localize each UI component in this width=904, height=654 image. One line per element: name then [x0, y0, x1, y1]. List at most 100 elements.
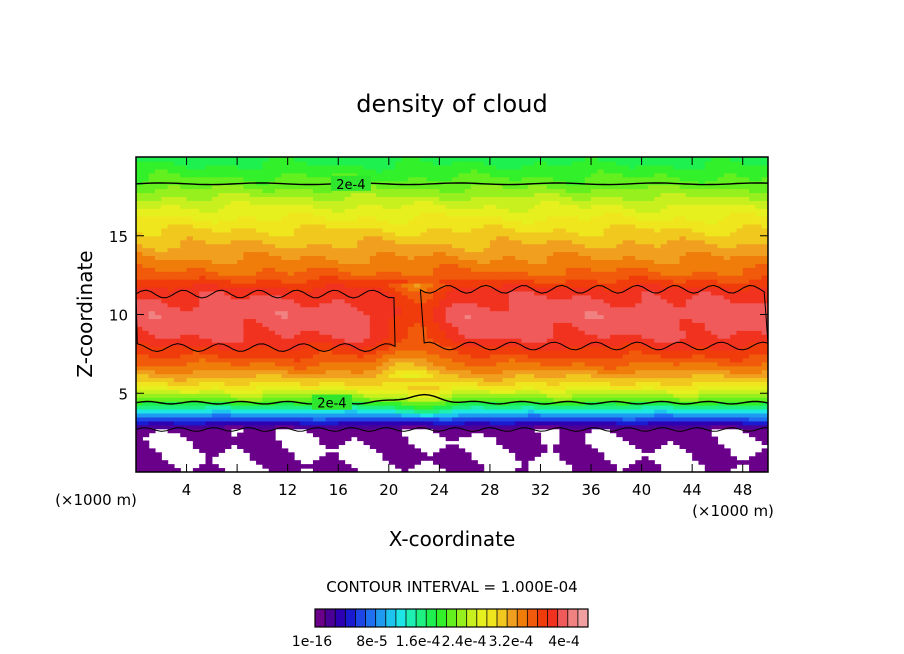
heatmap-cell [243, 448, 251, 453]
heatmap-cell [319, 338, 327, 343]
heatmap-cell [521, 349, 529, 355]
heatmap-cell [205, 330, 213, 335]
heatmap-cell [154, 314, 162, 320]
heatmap-cell [616, 255, 624, 260]
heatmap-cell [331, 263, 339, 268]
heatmap-cell [534, 349, 542, 355]
heatmap-cell [711, 397, 719, 402]
heatmap-cell [211, 294, 219, 300]
heatmap-cell [312, 259, 320, 264]
heatmap-cell [685, 255, 693, 260]
heatmap-cell [452, 353, 459, 359]
heatmap-cell [148, 267, 156, 272]
heatmap-cell [711, 322, 719, 327]
heatmap-cell [755, 393, 763, 398]
heatmap-cell [685, 302, 693, 308]
heatmap-cell [433, 456, 440, 461]
heatmap-cell [237, 389, 245, 394]
heatmap-cell [546, 357, 554, 363]
heatmap-cell [325, 294, 333, 300]
heatmap-cell [414, 365, 421, 371]
heatmap-cell [319, 290, 327, 296]
heatmap-cell [673, 314, 681, 320]
heatmap-cell [401, 401, 409, 406]
heatmap-cell [464, 377, 472, 383]
heatmap-cell [483, 432, 491, 438]
heatmap-cell [388, 416, 396, 422]
heatmap-cell [452, 420, 459, 426]
heatmap-cell [167, 306, 175, 312]
heatmap-cell [521, 448, 529, 453]
heatmap-cell [338, 330, 346, 335]
heatmap-cell [382, 381, 390, 386]
heatmap-cell [357, 286, 365, 292]
heatmap-cell [654, 334, 662, 339]
heatmap-cell [445, 401, 453, 406]
heatmap-cell [262, 409, 270, 414]
heatmap-cell [237, 338, 245, 343]
heatmap-cell [445, 444, 453, 449]
heatmap-cell [673, 420, 681, 426]
heatmap-cell [287, 290, 295, 296]
heatmap-cell [603, 255, 611, 260]
heatmap-cell [199, 342, 207, 347]
heatmap-cell [679, 271, 687, 276]
heatmap-cell [584, 294, 592, 300]
heatmap-cell [565, 432, 573, 438]
heatmap-cell [224, 412, 232, 418]
heatmap-cell [433, 452, 440, 457]
heatmap-cell [540, 405, 548, 410]
heatmap-cell [673, 255, 681, 260]
heatmap-cell [641, 275, 649, 280]
heatmap-cell [243, 294, 251, 300]
heatmap-cell [736, 409, 744, 414]
heatmap-cell [553, 369, 561, 375]
heatmap-cell [483, 318, 491, 323]
heatmap-cell [559, 310, 567, 316]
heatmap-cell [704, 342, 712, 347]
heatmap-cell [237, 436, 245, 442]
heatmap-cell [211, 283, 219, 288]
heatmap-cell [275, 334, 282, 339]
heatmap-cell [300, 389, 308, 394]
heatmap-cell [755, 322, 763, 327]
heatmap-cell [704, 353, 712, 359]
heatmap-cell [685, 330, 693, 335]
heatmap-cell [180, 259, 188, 264]
heatmap-cell [521, 452, 529, 457]
heatmap-cell [369, 314, 377, 320]
heatmap-cell [496, 338, 504, 343]
heatmap-cell [256, 271, 263, 276]
heatmap-cell [502, 334, 510, 339]
heatmap-cell [439, 298, 447, 304]
heatmap-cell [458, 346, 466, 351]
heatmap-cell [186, 385, 194, 390]
heatmap-cell [603, 409, 611, 414]
heatmap-cell [502, 259, 510, 264]
heatmap-cell [136, 432, 143, 438]
heatmap-cell [275, 326, 282, 331]
heatmap-cell [749, 405, 756, 410]
heatmap-cell [420, 259, 428, 264]
heatmap-cell [597, 369, 605, 375]
heatmap-cell [205, 424, 213, 430]
heatmap-cell [357, 357, 365, 363]
heatmap-cell [679, 412, 687, 418]
heatmap-cell [584, 353, 592, 359]
heatmap-cell [464, 468, 472, 472]
heatmap-cell [559, 377, 567, 383]
heatmap-cell [426, 357, 434, 363]
heatmap-cell [610, 393, 617, 398]
heatmap-cell [268, 464, 276, 469]
heatmap-cell [344, 361, 352, 367]
heatmap-cell [742, 290, 750, 296]
heatmap-cell [591, 338, 598, 343]
heatmap-cell [237, 286, 245, 292]
heatmap-cell [338, 294, 346, 300]
heatmap-cell [420, 353, 428, 359]
heatmap-cell [452, 412, 459, 418]
heatmap-cell [527, 330, 535, 335]
heatmap-cell [445, 409, 453, 414]
heatmap-cell [173, 259, 181, 264]
heatmap-cell [376, 306, 384, 312]
